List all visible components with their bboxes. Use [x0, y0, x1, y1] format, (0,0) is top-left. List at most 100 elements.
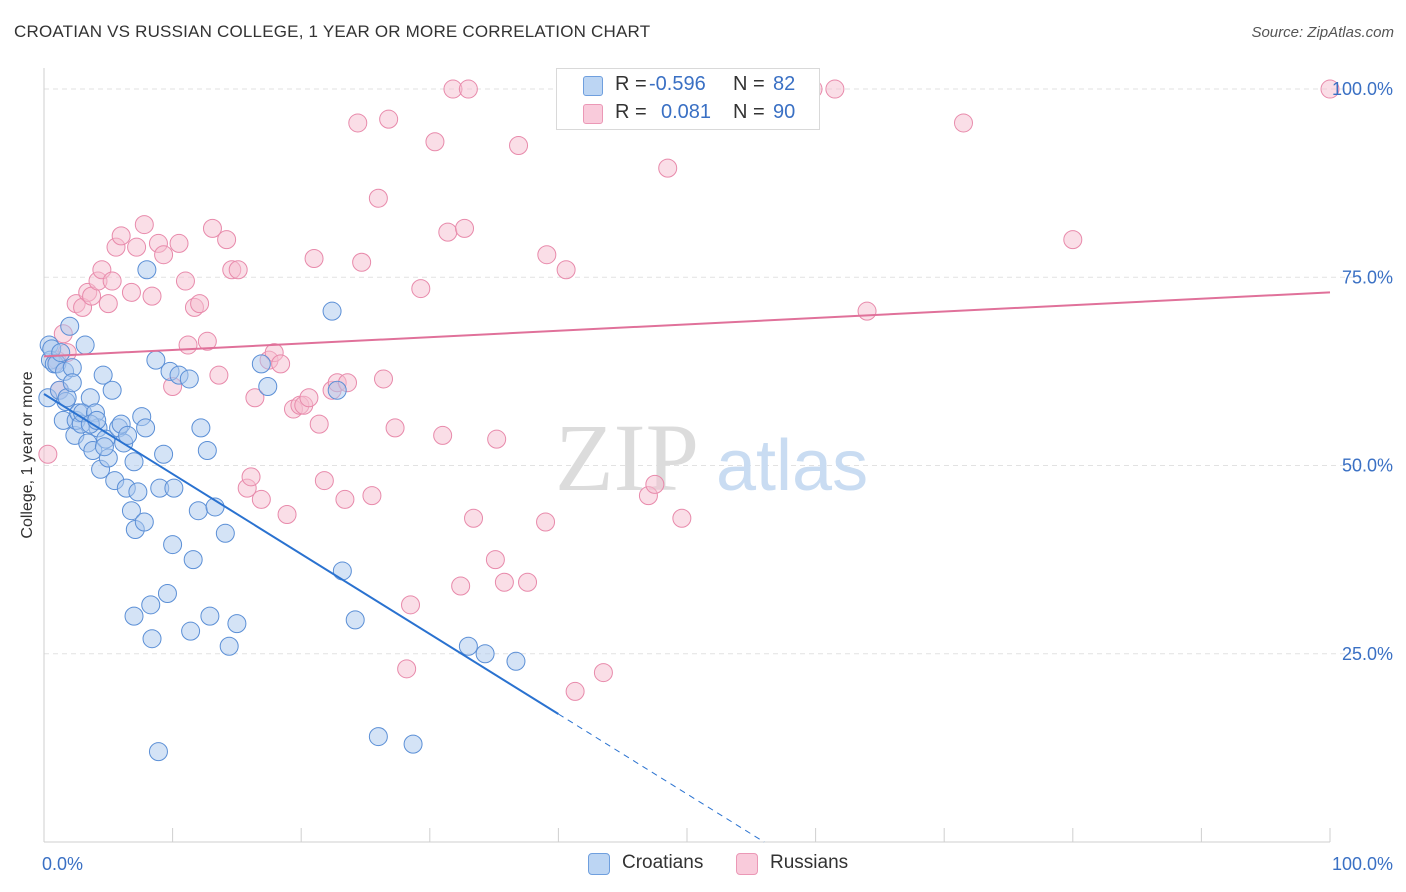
croatians-point: [179, 369, 199, 389]
russians-point: [485, 550, 505, 570]
russians-point: [438, 222, 458, 242]
croatians-point: [506, 651, 526, 671]
croatians-point: [118, 425, 138, 445]
croatians-point: [93, 365, 113, 385]
russians-point: [536, 512, 556, 532]
croatians-point: [157, 584, 177, 604]
russians-point: [98, 294, 118, 314]
y-tick-label: 75.0%: [1342, 267, 1393, 287]
croatians-point: [251, 354, 271, 374]
croatians-point: [191, 418, 211, 438]
croatians-trend-extension: [558, 713, 765, 843]
croatians-point: [94, 437, 114, 457]
legend-r-value: 0.081: [661, 101, 712, 123]
series-label-russians: Russians: [770, 852, 849, 873]
legend-swatch-croatians: [583, 76, 603, 96]
croatians-trend-line: [43, 393, 559, 715]
russians-point: [197, 331, 217, 351]
croatians-point: [368, 727, 388, 747]
croatians-point: [60, 316, 80, 336]
croatians-point: [154, 444, 174, 464]
russians-point: [385, 418, 405, 438]
russians-point: [401, 595, 421, 615]
croatians-point: [183, 550, 203, 570]
croatians-point: [188, 501, 208, 521]
russians-point: [509, 136, 529, 156]
croatians-point: [258, 376, 278, 396]
croatians-point: [142, 629, 162, 649]
russians-point: [953, 113, 973, 133]
russians-point: [593, 663, 613, 683]
russians-point: [38, 444, 58, 464]
russians-point: [134, 215, 154, 235]
russians-point: [142, 286, 162, 306]
russians-point: [825, 79, 845, 99]
legend-r-value: -0.596: [649, 73, 706, 95]
russians-point: [458, 79, 478, 99]
russians-point: [645, 474, 665, 494]
russians-point: [335, 489, 355, 509]
croatians-point: [322, 301, 342, 321]
croatians-point: [128, 482, 148, 502]
y-tick-label: 100.0%: [1332, 79, 1393, 99]
russians-point: [1063, 230, 1083, 250]
russians-point: [455, 218, 475, 238]
russians-points: [38, 79, 1340, 701]
russians-point: [241, 467, 261, 487]
y-tick-label: 50.0%: [1342, 456, 1393, 476]
series-swatch-russians: [736, 853, 758, 875]
russians-point: [362, 486, 382, 506]
russians-point: [379, 109, 399, 129]
russians-point: [127, 237, 147, 257]
croatians-point: [458, 636, 478, 656]
russians-point: [411, 279, 431, 299]
russians-point: [299, 388, 319, 408]
x-tick-label: 100.0%: [1332, 854, 1393, 874]
chart-title: CROATIAN VS RUSSIAN COLLEGE, 1 YEAR OR M…: [14, 22, 651, 41]
croatians-point: [51, 343, 71, 363]
russians-point: [464, 508, 484, 528]
russians-point: [209, 365, 229, 385]
watermark: ZIP atlas: [555, 404, 868, 511]
legend-n-label: N =: [733, 101, 765, 123]
russians-point: [537, 245, 557, 265]
legend-n-value: 82: [773, 73, 796, 95]
russians-point: [175, 271, 195, 291]
croatians-point: [75, 335, 95, 355]
croatians-point: [134, 512, 154, 532]
trend-lines: [43, 291, 1331, 843]
series-swatch-croatians: [588, 853, 610, 875]
series-label-croatians: Croatians: [622, 852, 704, 873]
russians-point: [494, 572, 514, 592]
watermark-zip: ZIP: [555, 404, 699, 511]
croatians-point: [219, 636, 239, 656]
grid-lines: [44, 88, 1360, 655]
croatians-point: [475, 644, 495, 664]
croatians-point: [227, 614, 247, 634]
croatians-point: [181, 621, 201, 641]
croatians-point: [345, 610, 365, 630]
russians-point: [111, 226, 131, 246]
russians-point: [1320, 79, 1340, 99]
croatians-point: [200, 606, 220, 626]
russians-point: [672, 508, 692, 528]
watermark-atlas: atlas: [716, 426, 868, 506]
legend-r-label: R =: [615, 73, 647, 95]
russians-point: [121, 282, 141, 302]
croatians-point: [403, 734, 423, 754]
croatians-point: [121, 501, 141, 521]
russians-point: [178, 335, 198, 355]
russians-point: [451, 576, 471, 596]
russians-point: [556, 260, 576, 280]
russians-point: [202, 218, 222, 238]
croatians-point: [137, 260, 157, 280]
croatians-points: [38, 260, 526, 762]
russians-point: [271, 354, 291, 374]
croatians-point: [164, 478, 184, 498]
croatians-point: [124, 606, 144, 626]
correlation-legend: R = -0.596 N = 82 R = 0.081 N = 90: [556, 68, 820, 130]
croatians-point: [215, 523, 235, 543]
croatians-point: [102, 380, 122, 400]
russians-point: [425, 132, 445, 152]
